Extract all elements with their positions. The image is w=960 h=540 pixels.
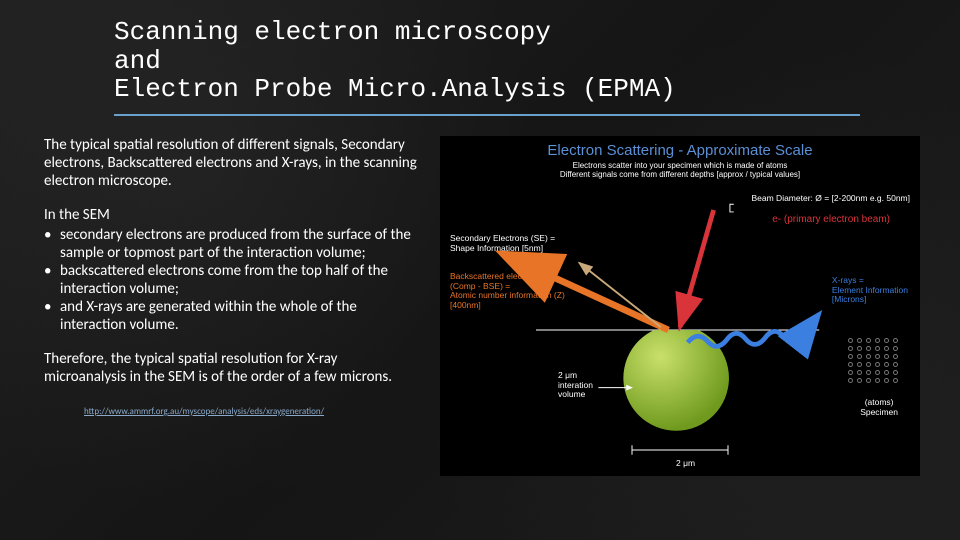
diagram-svg: [440, 136, 920, 476]
title-line-1: Scanning electron microscopy: [114, 17, 551, 47]
slide: Scanning electron microscopy and Electro…: [0, 0, 960, 540]
source-link[interactable]: http://www.ammrf.org.au/myscope/analysis…: [84, 406, 420, 417]
text-column: The typical spatial resolution of differ…: [40, 136, 420, 476]
title-line-2: and: [114, 46, 161, 76]
content-row: The typical spatial resolution of differ…: [40, 136, 920, 476]
title-line-3: Electron Probe Micro.Analysis (EPMA): [114, 74, 676, 104]
diagram-panel: Electron Scattering - Approximate Scale …: [440, 136, 920, 476]
bullet-list: secondary electrons are produced from th…: [44, 226, 420, 334]
list-item: secondary electrons are produced from th…: [44, 226, 420, 262]
list-item: backscattered electrons come from the to…: [44, 262, 420, 298]
page-title: Scanning electron microscopy and Electro…: [114, 18, 920, 104]
list-item: and X-rays are generated within the whol…: [44, 298, 420, 334]
title-underline: [114, 114, 860, 116]
paragraph-intro: The typical spatial resolution of differ…: [44, 136, 420, 190]
list-intro: In the SEM: [44, 206, 420, 224]
paragraph-conclusion: Therefore, the typical spatial resolutio…: [44, 350, 420, 386]
